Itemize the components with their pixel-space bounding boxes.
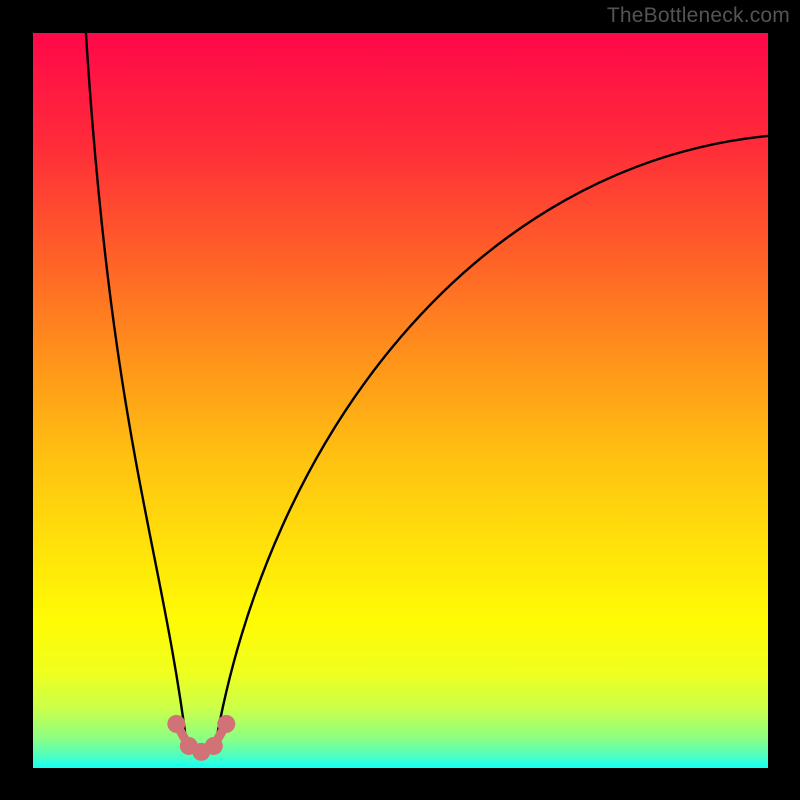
marker-dot (167, 715, 185, 733)
marker-dot (217, 715, 235, 733)
watermark-text: TheBottleneck.com (607, 4, 790, 28)
bottleneck-chart (0, 0, 800, 800)
chart-viewport: TheBottleneck.com (0, 0, 800, 800)
marker-dot (205, 737, 223, 755)
gradient-background (33, 33, 768, 768)
